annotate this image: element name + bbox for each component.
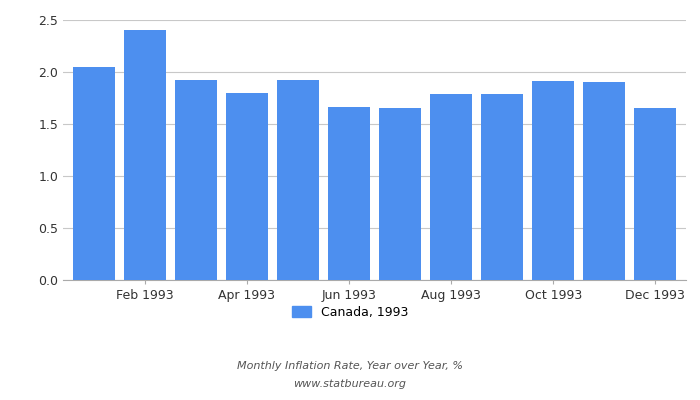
Text: Monthly Inflation Rate, Year over Year, %: Monthly Inflation Rate, Year over Year, … (237, 361, 463, 371)
Text: www.statbureau.org: www.statbureau.org (293, 379, 407, 389)
Bar (226, 93, 268, 280)
Bar (379, 108, 421, 280)
Bar (124, 30, 166, 280)
Bar (73, 67, 115, 280)
Bar (583, 82, 625, 280)
Bar (175, 80, 217, 280)
Bar (328, 107, 370, 280)
Bar (277, 80, 318, 280)
Bar (430, 94, 472, 280)
Bar (634, 108, 676, 280)
Legend: Canada, 1993: Canada, 1993 (287, 301, 413, 324)
Bar (532, 81, 574, 280)
Bar (481, 94, 523, 280)
